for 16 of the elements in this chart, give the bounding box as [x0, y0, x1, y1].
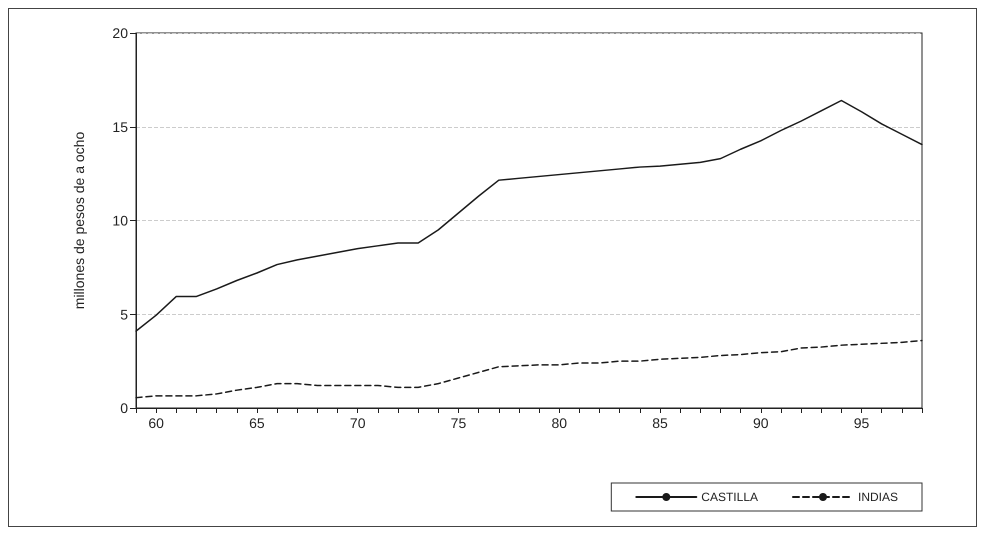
y-tick-label: 0	[120, 400, 128, 416]
x-tick-label: 65	[249, 415, 265, 431]
y-tick-label: 5	[120, 306, 128, 322]
y-tick-label: 10	[112, 212, 128, 228]
legend-label: CASTILLA	[701, 490, 758, 504]
legend-label: INDIAS	[858, 490, 898, 504]
x-tick-label: 75	[450, 415, 466, 431]
x-tick-label: 95	[854, 415, 870, 431]
x-tick-label: 85	[652, 415, 668, 431]
x-tick-label: 60	[148, 415, 164, 431]
y-axis-title: millones de pesos de a ocho	[71, 132, 87, 310]
x-tick-label: 70	[350, 415, 366, 431]
x-tick-label: 90	[752, 415, 769, 431]
y-tick-label: 15	[112, 118, 128, 135]
y-tick-label: 20	[112, 25, 128, 41]
x-tick-label: 80	[551, 415, 568, 431]
